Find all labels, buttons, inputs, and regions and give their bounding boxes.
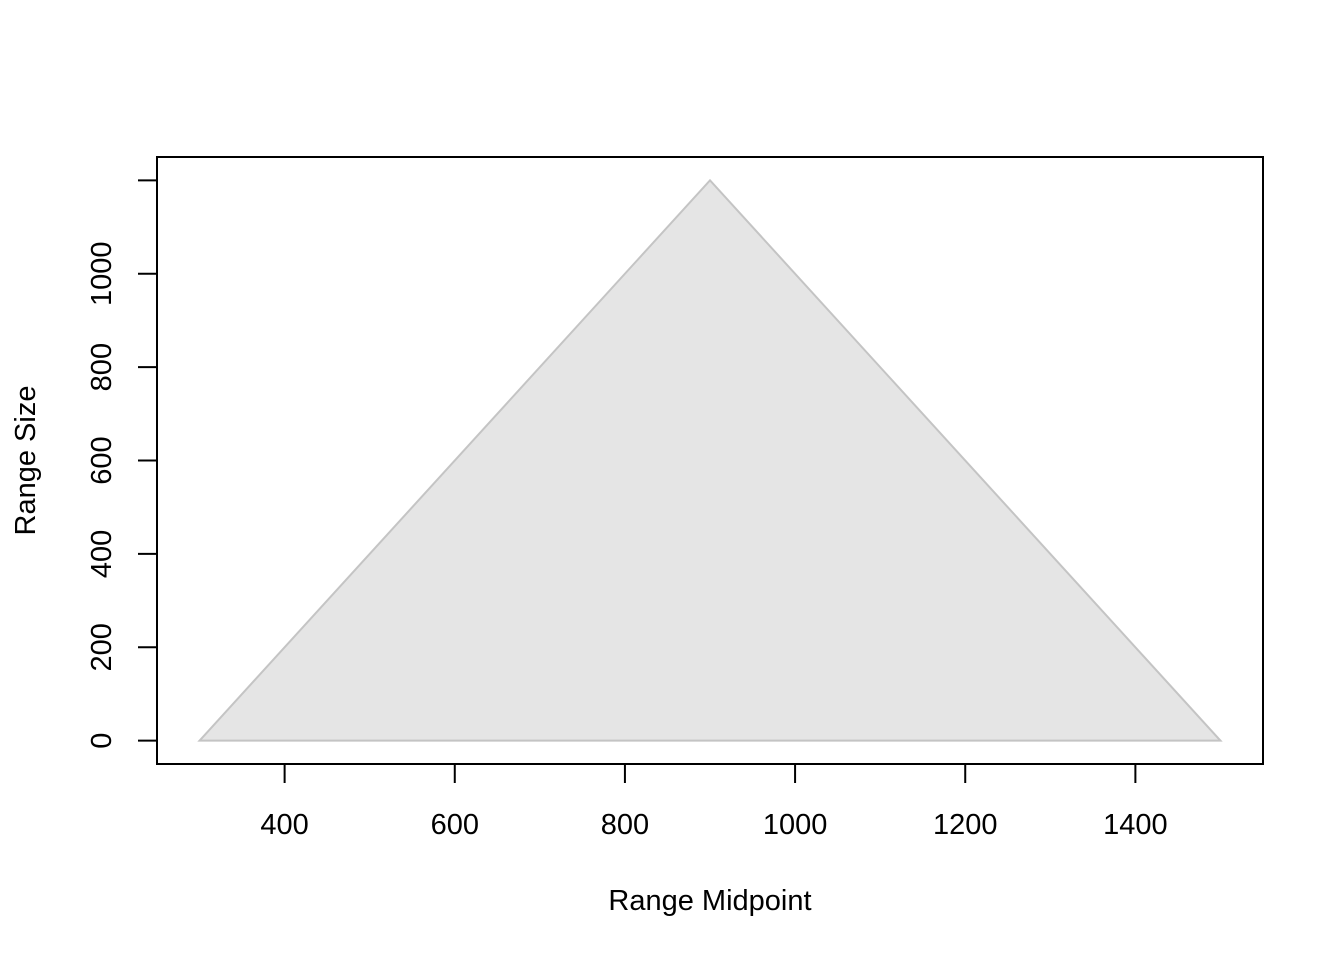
y-tick-label: 0 [86,733,118,749]
y-axis-title: Range Size [10,386,42,536]
y-tick-label: 600 [86,436,118,484]
x-axis-title: Range Midpoint [608,885,811,917]
x-tick-label: 1000 [763,809,828,841]
x-tick-label: 1200 [933,809,998,841]
y-tick-label: 800 [86,343,118,391]
x-tick-label: 400 [260,809,308,841]
y-tick-label: 200 [86,623,118,671]
x-tick-label: 800 [601,809,649,841]
x-tick-label: 1400 [1103,809,1168,841]
y-tick-label: 400 [86,530,118,578]
plot-layer [197,178,1223,742]
area-series-0 [197,178,1223,742]
x-axis: 400 600 800 1000 1200 1400 [260,763,1168,841]
y-axis: 0 200 400 600 800 1000 [86,179,158,749]
y-tick-label: 1000 [86,241,118,306]
x-tick-label: 600 [431,809,479,841]
